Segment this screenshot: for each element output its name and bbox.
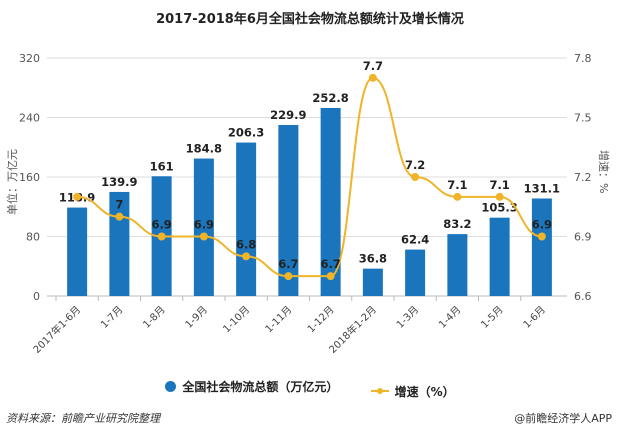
x-tick-label: 1-4月 [436, 304, 463, 331]
y2-tick-label: 7.2 [574, 171, 592, 184]
source-note: 资料来源：前瞻产业研究院整理 [6, 412, 160, 425]
bar [236, 142, 257, 296]
bar [67, 207, 88, 296]
x-tick-label: 1-12月 [305, 304, 337, 336]
line-point [537, 232, 546, 241]
line-point [284, 272, 293, 281]
line-point [368, 73, 377, 82]
line-point [411, 173, 420, 181]
line-point [242, 252, 251, 261]
bar-data-label: 161 [150, 159, 174, 173]
legend-bar-label: 全国社会物流总额（万亿元） [182, 380, 339, 394]
line-data-label: 7.7 [363, 59, 383, 73]
line-data-label: 7.1 [489, 178, 509, 192]
line-data-label: 7.2 [405, 158, 425, 172]
bar-data-label: 206.3 [228, 126, 264, 140]
bar-data-label: 83.2 [443, 217, 471, 231]
plot-area: 0801602403206.66.97.27.57.8118.92017年1-6… [19, 52, 592, 356]
legend: 全国社会物流总额（万亿元） 增速（%） [0, 378, 620, 400]
bar [278, 125, 299, 296]
line-point [115, 212, 124, 221]
legend-item-line: 增速（%） [370, 383, 455, 400]
line-point [326, 272, 335, 281]
x-tick-label: 1-3月 [394, 304, 421, 331]
line-data-label: 7.1 [447, 178, 467, 192]
bar-data-label: 139.9 [101, 175, 137, 189]
y-tick-label: 320 [19, 52, 40, 65]
line-data-label: 6.8 [236, 237, 256, 251]
bar [320, 107, 341, 296]
bar [447, 234, 468, 296]
bar-data-label: 105.3 [481, 201, 517, 215]
y-tick-label: 80 [26, 231, 40, 244]
x-tick-label: 1-8月 [141, 304, 168, 331]
bar-data-label: 184.8 [186, 142, 222, 156]
line-data-label: 6.9 [532, 218, 552, 232]
y2-tick-label: 6.6 [574, 290, 592, 303]
bar [405, 249, 426, 296]
x-tick-label: 1-11月 [263, 304, 295, 336]
bar-data-label: 229.9 [270, 108, 306, 122]
line-point [495, 192, 504, 201]
bar-data-label: 131.1 [524, 181, 560, 195]
bar [531, 198, 552, 296]
line-data-label: 6.9 [151, 218, 171, 232]
line-data-label: 6.9 [194, 218, 214, 232]
legend-line-label: 增速（%） [394, 384, 455, 399]
line-data-label: 6.7 [278, 257, 298, 271]
legend-bar-marker [165, 381, 177, 392]
credit: @前瞻经济学人APP [514, 412, 612, 425]
line-data-label: 6.7 [320, 257, 340, 271]
line-point [157, 232, 166, 241]
y-tick-label: 240 [19, 112, 40, 125]
x-tick-label: 1-10月 [221, 304, 253, 336]
bar [489, 217, 510, 296]
y-tick-label: 0 [33, 290, 40, 303]
bar [362, 268, 383, 296]
legend-line-marker [370, 388, 389, 394]
bar-data-label: 252.8 [312, 91, 348, 105]
bar-data-label: 36.8 [359, 252, 387, 266]
y2-tick-label: 6.9 [574, 231, 592, 244]
bar-data-label: 62.4 [401, 233, 429, 247]
y2-tick-label: 7.8 [574, 52, 592, 65]
line-data-label: 7 [115, 198, 123, 212]
line-point [73, 192, 82, 201]
chart-title: 2017-2018年6月全国社会物流总额统计及增长情况 [156, 12, 464, 27]
x-tick-label: 1-7月 [98, 304, 125, 331]
x-tick-label: 1-5月 [479, 304, 506, 331]
line-point [453, 192, 462, 201]
x-tick-label: 1-6月 [521, 304, 548, 331]
line-point [199, 232, 208, 241]
y-tick-label: 160 [19, 171, 40, 184]
x-tick-label: 1-9月 [183, 304, 210, 331]
y2-tick-label: 7.5 [574, 112, 592, 125]
x-tick-label: 2017年1-6月 [30, 303, 83, 356]
bar [193, 158, 214, 296]
legend-item-bar: 全国社会物流总额（万亿元） [165, 378, 338, 395]
